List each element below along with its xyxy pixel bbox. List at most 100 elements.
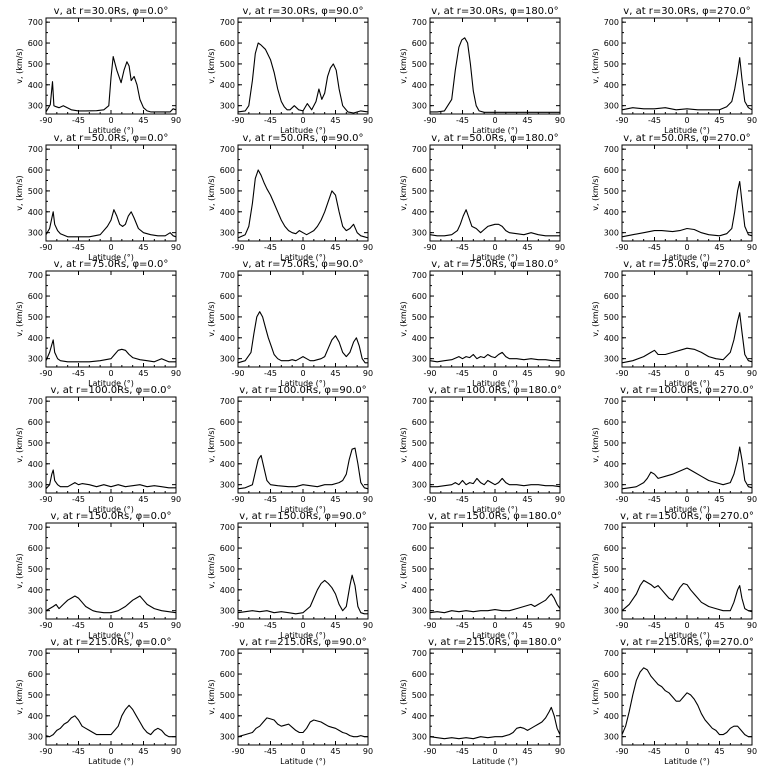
y-tick-label: 600 (604, 418, 619, 427)
velocity-series-line (45, 595, 177, 614)
plot-frame (45, 144, 177, 242)
plot-frame (237, 17, 369, 115)
y-axis-label: v, (km/s) (399, 427, 408, 462)
y-tick-label: 700 (604, 523, 619, 532)
y-tick-label: 600 (412, 670, 427, 679)
y-tick-label: 400 (604, 712, 619, 721)
x-tick-label: -90 (231, 495, 244, 504)
plot-frame (429, 270, 561, 368)
x-tick-label: 90 (363, 495, 373, 504)
y-tick-label: 600 (28, 544, 43, 553)
y-tick-label: 700 (412, 145, 427, 154)
x-axis-label: Latitude (°) (88, 757, 134, 766)
y-tick-label: 300 (412, 229, 427, 238)
x-tick-label: -90 (39, 495, 52, 504)
x-axis-label: Latitude (°) (472, 505, 518, 514)
plot-frame (45, 270, 177, 368)
y-tick-label: 700 (28, 271, 43, 280)
y-tick-label: 300 (220, 481, 235, 490)
x-axis-label: Latitude (°) (88, 379, 134, 388)
x-axis-label: Latitude (°) (88, 126, 134, 135)
y-tick-label: 500 (220, 691, 235, 700)
chart-panel: v, at r=150.0Rs, φ=90.0° -90 -45 0 45 90 300 40… (207, 511, 373, 640)
x-tick-label: -90 (39, 747, 52, 756)
y-tick-label: 500 (28, 439, 43, 448)
x-tick-label: 90 (171, 621, 181, 630)
y-tick-label: 700 (412, 397, 427, 406)
x-tick-label: 0 (492, 621, 497, 630)
x-tick-label: -90 (615, 747, 628, 756)
y-tick-label: 500 (220, 313, 235, 322)
x-tick-label: -45 (72, 116, 85, 125)
y-tick-label: 600 (412, 418, 427, 427)
x-axis-label: Latitude (°) (280, 126, 326, 135)
x-tick-label: -45 (264, 369, 277, 378)
x-tick-label: 45 (714, 495, 724, 504)
x-axis-label: Latitude (°) (664, 757, 710, 766)
y-tick-label: 400 (220, 712, 235, 721)
velocity-series-line (621, 446, 753, 490)
y-tick-label: 300 (412, 733, 427, 742)
x-tick-label: -45 (648, 116, 661, 125)
y-tick-label: 700 (412, 649, 427, 658)
plot-frame (237, 144, 369, 242)
y-tick-label: 400 (28, 460, 43, 469)
x-tick-label: 0 (684, 243, 689, 252)
x-tick-label: -90 (615, 243, 628, 252)
chart-panel: v, at r=215.0Rs, φ=0.0° -90 -45 0 45 90 300 400… (15, 637, 181, 766)
y-axis-label: v, (km/s) (399, 679, 408, 714)
x-tick-label: 0 (108, 243, 113, 252)
y-tick-label: 600 (28, 39, 43, 48)
x-tick-label: 90 (747, 116, 757, 125)
y-tick-label: 400 (604, 460, 619, 469)
x-tick-label: -90 (231, 116, 244, 125)
x-tick-label: 0 (300, 495, 305, 504)
x-tick-label: 0 (492, 369, 497, 378)
x-tick-label: 0 (492, 116, 497, 125)
x-tick-label: -45 (264, 621, 277, 630)
y-axis-label: v, (km/s) (15, 48, 24, 83)
y-tick-label: 300 (28, 607, 43, 616)
chart-panel: v, at r=150.0Rs, φ=270.0° -90 -45 0 45 90 300 4… (591, 511, 757, 640)
y-tick-label: 500 (28, 565, 43, 574)
velocity-series-line (237, 447, 369, 490)
y-tick-label: 500 (604, 439, 619, 448)
y-axis-label: v, (km/s) (207, 301, 216, 336)
x-tick-label: 0 (108, 369, 113, 378)
plot-frame (45, 522, 177, 620)
y-axis-label: v, (km/s) (591, 679, 600, 714)
y-tick-label: 400 (412, 81, 427, 90)
panel-title: v, at r=75.0Rs, φ=90.0° (242, 259, 363, 270)
y-tick-label: 600 (220, 292, 235, 301)
y-tick-label: 600 (412, 39, 427, 48)
y-tick-label: 500 (220, 187, 235, 196)
y-tick-label: 500 (220, 439, 235, 448)
chart-panel: v, at r=100.0Rs, φ=270.0° -90 -45 0 45 90 300 4… (591, 385, 757, 514)
y-tick-label: 700 (28, 18, 43, 27)
y-tick-label: 300 (28, 481, 43, 490)
y-tick-label: 500 (604, 60, 619, 69)
x-tick-label: -45 (456, 243, 469, 252)
x-tick-label: 0 (492, 243, 497, 252)
plot-frame (237, 648, 369, 746)
x-tick-label: 45 (138, 243, 148, 252)
chart-panel: v, at r=50.0Rs, φ=90.0° -90 -45 0 45 90 300 400… (207, 133, 373, 262)
x-tick-label: -45 (264, 243, 277, 252)
y-tick-label: 400 (220, 334, 235, 343)
x-tick-label: 45 (138, 621, 148, 630)
x-axis-label: Latitude (°) (472, 126, 518, 135)
y-tick-label: 600 (604, 292, 619, 301)
x-tick-label: 0 (108, 116, 113, 125)
x-axis-label: Latitude (°) (664, 126, 710, 135)
y-tick-label: 300 (604, 102, 619, 111)
y-tick-label: 500 (412, 691, 427, 700)
y-tick-label: 700 (220, 271, 235, 280)
x-tick-label: 45 (714, 369, 724, 378)
chart-panel: v, at r=100.0Rs, φ=90.0° -90 -45 0 45 90 300 40… (207, 385, 373, 514)
y-tick-label: 500 (604, 691, 619, 700)
plot-frame (429, 522, 561, 620)
panel-title: v, at r=150.0Rs, φ=0.0° (50, 511, 171, 522)
y-axis-label: v, (km/s) (591, 553, 600, 588)
y-axis-label: v, (km/s) (15, 175, 24, 210)
